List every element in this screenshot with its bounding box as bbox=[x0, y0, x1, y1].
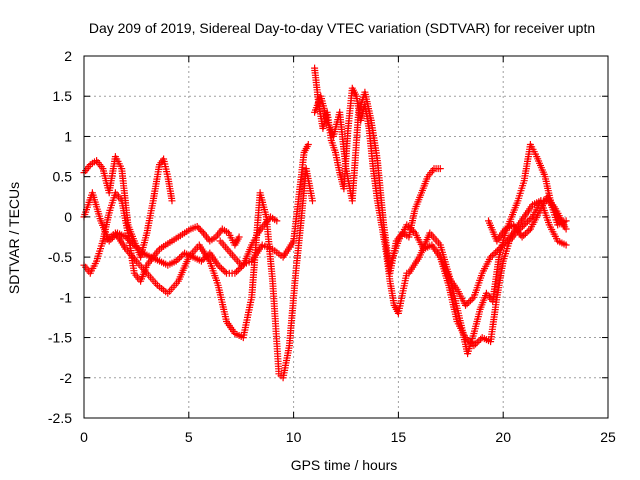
data-point bbox=[562, 225, 570, 233]
grid-lines bbox=[84, 56, 608, 418]
data-point bbox=[403, 221, 411, 229]
data-point bbox=[521, 230, 529, 238]
data-point bbox=[465, 298, 473, 306]
data-point bbox=[472, 340, 479, 348]
data-point bbox=[132, 243, 140, 251]
data-point bbox=[177, 252, 185, 260]
y-tick-label: -1.5 bbox=[48, 330, 72, 346]
data-point bbox=[127, 238, 135, 246]
x-tick-label: 5 bbox=[185, 429, 193, 445]
series-sat-g bbox=[311, 88, 444, 277]
data-point bbox=[235, 233, 243, 241]
x-axis-ticks: 0 5 10 15 20 25 bbox=[80, 56, 616, 445]
data-point bbox=[124, 235, 132, 243]
data-point bbox=[135, 246, 143, 254]
data-point bbox=[125, 236, 133, 244]
data-point bbox=[273, 217, 281, 225]
data-point bbox=[234, 266, 242, 274]
data-point bbox=[487, 253, 495, 261]
series-sat-k bbox=[485, 193, 568, 245]
series-sat-e bbox=[216, 141, 312, 269]
plot-frame bbox=[83, 55, 609, 419]
data-point bbox=[197, 257, 205, 265]
data-point bbox=[195, 224, 203, 232]
y-tick-label: 1 bbox=[64, 128, 72, 144]
data-point bbox=[465, 337, 473, 345]
data-point bbox=[525, 216, 533, 224]
data-point bbox=[304, 141, 312, 148]
data-point bbox=[523, 228, 531, 236]
data-point bbox=[475, 337, 483, 345]
x-tick-label: 10 bbox=[286, 429, 302, 445]
x-tick-label: 15 bbox=[391, 429, 407, 445]
data-point bbox=[467, 338, 474, 346]
data-point bbox=[520, 221, 528, 229]
data-point bbox=[463, 300, 471, 308]
chart-title: Day 209 of 2019, Sidereal Day-to-day VTE… bbox=[89, 20, 595, 36]
y-tick-label: 1.5 bbox=[53, 88, 73, 104]
data-point bbox=[524, 218, 531, 226]
y-axis-label: SDTVAR / TECUs bbox=[6, 182, 22, 294]
y-tick-label: 2 bbox=[64, 48, 72, 64]
data-point bbox=[233, 268, 241, 276]
data-point bbox=[216, 263, 224, 271]
data-point bbox=[468, 295, 476, 303]
y-tick-label: -0.5 bbox=[48, 249, 72, 265]
series-sat-d bbox=[101, 165, 316, 382]
data-point bbox=[309, 197, 316, 205]
data-points bbox=[80, 64, 570, 382]
data-point bbox=[137, 248, 145, 255]
data-point bbox=[172, 257, 180, 265]
y-tick-label: 0 bbox=[64, 209, 72, 225]
data-point bbox=[463, 335, 471, 343]
data-point bbox=[520, 231, 528, 239]
data-point bbox=[488, 252, 496, 259]
data-point bbox=[134, 244, 142, 252]
data-point bbox=[231, 269, 239, 277]
data-point bbox=[467, 297, 474, 305]
data-point bbox=[562, 241, 570, 249]
data-point bbox=[406, 224, 414, 232]
data-point bbox=[519, 223, 526, 230]
data-point bbox=[176, 254, 184, 262]
data-point bbox=[130, 241, 138, 249]
y-tick-label: -2 bbox=[60, 370, 73, 386]
data-point bbox=[168, 197, 176, 205]
y-axis-ticks: -2.5 -2 -1.5 -1 -0.5 0 0.5 1 1.5 2 bbox=[48, 48, 608, 426]
data-point bbox=[527, 215, 535, 222]
y-tick-label: -2.5 bbox=[48, 410, 72, 426]
data-point bbox=[405, 223, 412, 230]
data-point bbox=[214, 261, 222, 269]
data-point bbox=[560, 221, 568, 229]
y-tick-label: 0.5 bbox=[53, 169, 73, 185]
data-point bbox=[219, 266, 227, 274]
data-point bbox=[193, 223, 201, 230]
data-point bbox=[410, 227, 417, 235]
data-point bbox=[122, 233, 130, 241]
data-point bbox=[462, 301, 469, 309]
data-point bbox=[522, 219, 530, 227]
x-tick-label: 20 bbox=[495, 429, 511, 445]
x-tick-label: 0 bbox=[80, 429, 88, 445]
data-point bbox=[490, 250, 498, 258]
data-point bbox=[470, 342, 478, 350]
data-point bbox=[518, 233, 526, 241]
data-point bbox=[198, 227, 206, 235]
data-point bbox=[436, 165, 444, 173]
data-point bbox=[493, 247, 501, 255]
x-axis-label: GPS time / hours bbox=[291, 457, 398, 473]
data-point bbox=[196, 226, 204, 234]
y-tick-label: -1 bbox=[60, 289, 73, 305]
data-point bbox=[462, 334, 469, 342]
data-point bbox=[525, 227, 533, 235]
data-point bbox=[174, 256, 182, 263]
data-point bbox=[218, 264, 225, 272]
x-tick-label: 25 bbox=[600, 429, 616, 445]
data-point bbox=[408, 226, 416, 234]
data-point bbox=[221, 268, 229, 276]
data-point bbox=[129, 239, 137, 247]
data-point bbox=[473, 338, 481, 346]
